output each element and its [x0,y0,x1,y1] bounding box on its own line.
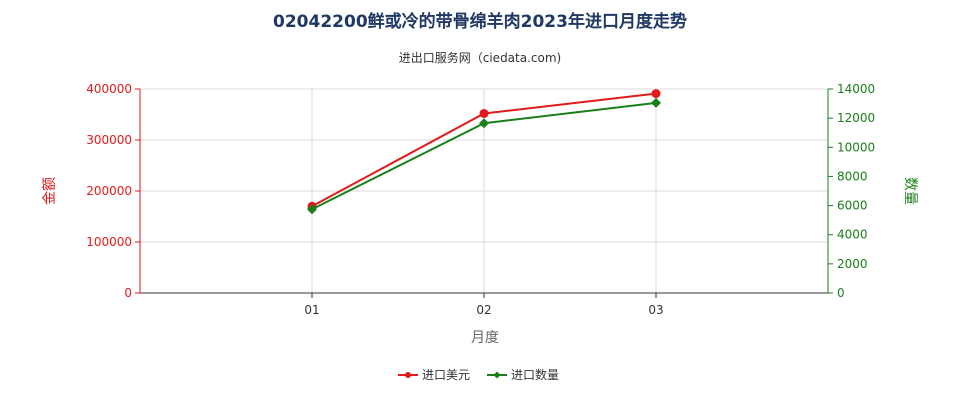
right-y-axis-label: 数量 [902,177,918,205]
legend-label: 进口数量 [511,367,559,382]
right-y-tick-label: 0 [837,286,845,300]
data-point [307,204,317,215]
left-y-tick-label: 0 [124,286,132,300]
right-y-tick-label: 2000 [837,257,868,271]
data-point [479,108,489,118]
x-axis-label: 月度 [471,330,499,346]
legend-marker [493,371,501,379]
left-y-tick-label: 200000 [86,184,132,198]
right-y-tick-label: 12000 [837,111,875,125]
x-tick-label: 03 [648,303,663,317]
right-y-tick-label: 4000 [837,228,868,242]
right-y-tick-label: 10000 [837,140,875,154]
left-y-axis-label: 金额 [42,177,58,205]
data-point [651,89,661,99]
series-layer [307,89,661,215]
right-y-tick-label: 8000 [837,169,868,183]
x-tick-label: 02 [476,303,491,317]
legend: 进口美元 进口数量 [398,367,559,382]
chart-title: 02042200鲜或冷的带骨绵羊肉2023年进口月度走势 [273,11,687,32]
chart-subtitle: 进出口服务网（ciedata.com) [399,50,561,65]
left-y-tick-label: 100000 [86,235,132,249]
right-y-tick-label: 6000 [837,199,868,213]
data-point [479,118,489,129]
legend-label: 进口美元 [422,368,470,382]
left-y-tick-label: 300000 [86,133,132,147]
left-y-tick-label: 400000 [86,82,132,96]
legend-marker [405,372,411,378]
data-point [651,97,661,108]
right-y-tick-label: 14000 [837,82,875,96]
axes-layer: 0 100000 200000 300000 400000 0 2000 4000 6000 80… [86,82,875,317]
x-tick-label: 01 [304,303,319,317]
